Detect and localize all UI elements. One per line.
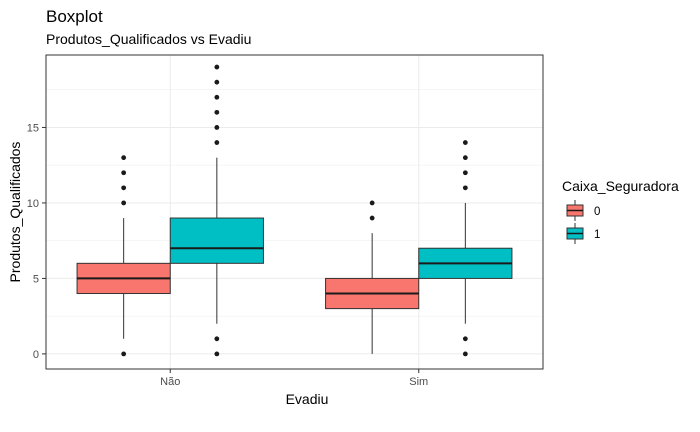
outlier-point	[462, 140, 468, 145]
outlier-point	[462, 155, 468, 161]
outlier-point	[462, 336, 468, 342]
box-group-sim-0	[325, 200, 420, 354]
axes-layer: 0 5 10 15 Não Sim	[27, 122, 428, 388]
y-tick-label: 10	[27, 198, 39, 210]
x-axis-title: Evadiu	[286, 391, 329, 407]
boxes-layer	[76, 64, 513, 357]
outlier-point	[121, 155, 127, 161]
legend-key-1	[566, 223, 584, 244]
box	[169, 217, 264, 264]
x-tick-label: Sim	[409, 376, 428, 388]
panel-background	[46, 55, 543, 369]
legend: Caixa_Seguradora 0 1	[562, 178, 679, 244]
y-tick-label: 0	[33, 349, 39, 361]
outlier-point	[121, 351, 127, 357]
outlier-point	[462, 351, 468, 357]
box-group-sim-1	[418, 140, 513, 357]
outlier-point	[214, 109, 220, 115]
outlier-point	[121, 185, 127, 191]
y-axis-title: Produtos_Qualificados	[7, 142, 23, 283]
chart-subtitle: Produtos_Qualificados vs Evadiu	[46, 31, 251, 47]
legend-key-0	[566, 200, 584, 221]
outlier-point	[214, 79, 220, 85]
panel-border	[45, 54, 544, 370]
legend-label: 0	[594, 206, 600, 218]
outlier-point	[214, 336, 220, 342]
outlier-point	[214, 64, 220, 70]
legend-title: Caixa_Seguradora	[562, 178, 679, 194]
outlier-point	[214, 140, 220, 145]
box-group-não-0	[76, 155, 171, 357]
y-tick-label: 5	[33, 273, 39, 285]
legend-label: 1	[594, 229, 600, 241]
outlier-point	[121, 170, 127, 176]
y-tick-label: 15	[27, 122, 39, 134]
outlier-point	[121, 200, 127, 206]
outlier-point	[214, 351, 220, 357]
outlier-point	[462, 170, 468, 176]
outlier-point	[462, 185, 468, 191]
grid-lines	[46, 55, 543, 369]
chart-title: Boxplot	[46, 7, 103, 26]
x-tick-label: Não	[160, 376, 180, 388]
outlier-point	[369, 215, 375, 221]
outlier-point	[214, 125, 220, 130]
box-group-não-1	[169, 64, 264, 357]
outlier-point	[369, 200, 375, 206]
outlier-point	[214, 94, 220, 100]
